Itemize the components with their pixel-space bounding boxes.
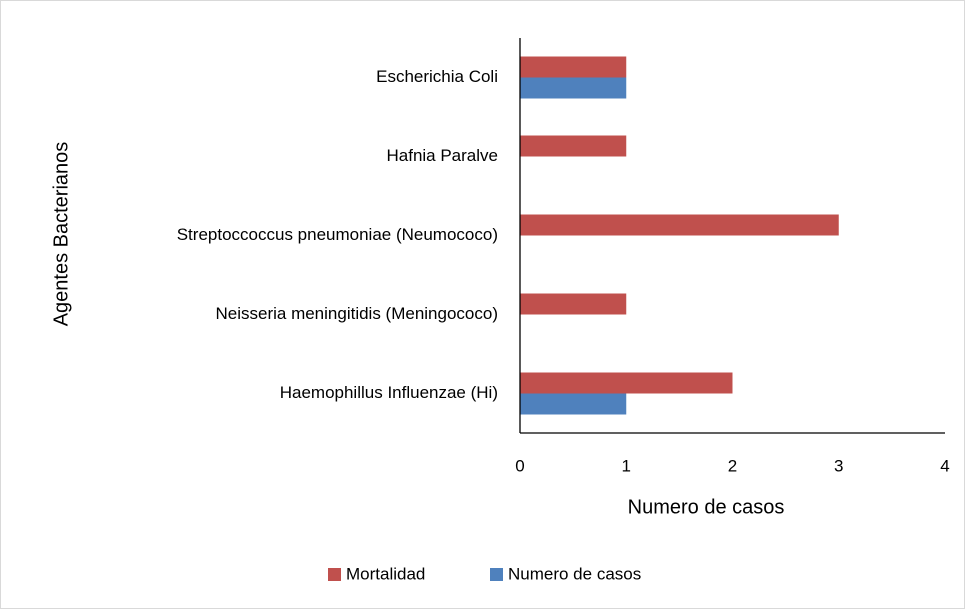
bar <box>520 393 627 415</box>
y-tick-label: Escherichia Coli <box>376 67 498 86</box>
x-tick-label: 2 <box>728 456 737 475</box>
y-tick-label: Neisseria meningitidis (Meningococo) <box>215 304 498 323</box>
bar <box>520 135 627 157</box>
bar <box>520 56 627 78</box>
legend-swatch <box>490 568 503 581</box>
bar <box>520 372 733 394</box>
y-tick-label: Haemophillus Influenzae (Hi) <box>280 383 498 402</box>
legend-label: Numero de casos <box>508 564 641 583</box>
x-tick-label: 0 <box>515 456 524 475</box>
bar <box>520 214 839 236</box>
x-tick-label: 3 <box>834 456 843 475</box>
x-axis-title: Numero de casos <box>628 496 785 518</box>
y-tick-label: Streptoccoccus pneumoniae (Neumococo) <box>177 225 498 244</box>
legend-swatch <box>328 568 341 581</box>
x-tick-label: 1 <box>622 456 631 475</box>
x-tick-label: 4 <box>940 456 949 475</box>
y-tick-label: Hafnia Paralve <box>386 146 498 165</box>
bar <box>520 293 627 315</box>
legend-label: Mortalidad <box>346 564 425 583</box>
bar <box>520 77 627 99</box>
y-axis-title: Agentes Bacterianos <box>50 142 72 327</box>
